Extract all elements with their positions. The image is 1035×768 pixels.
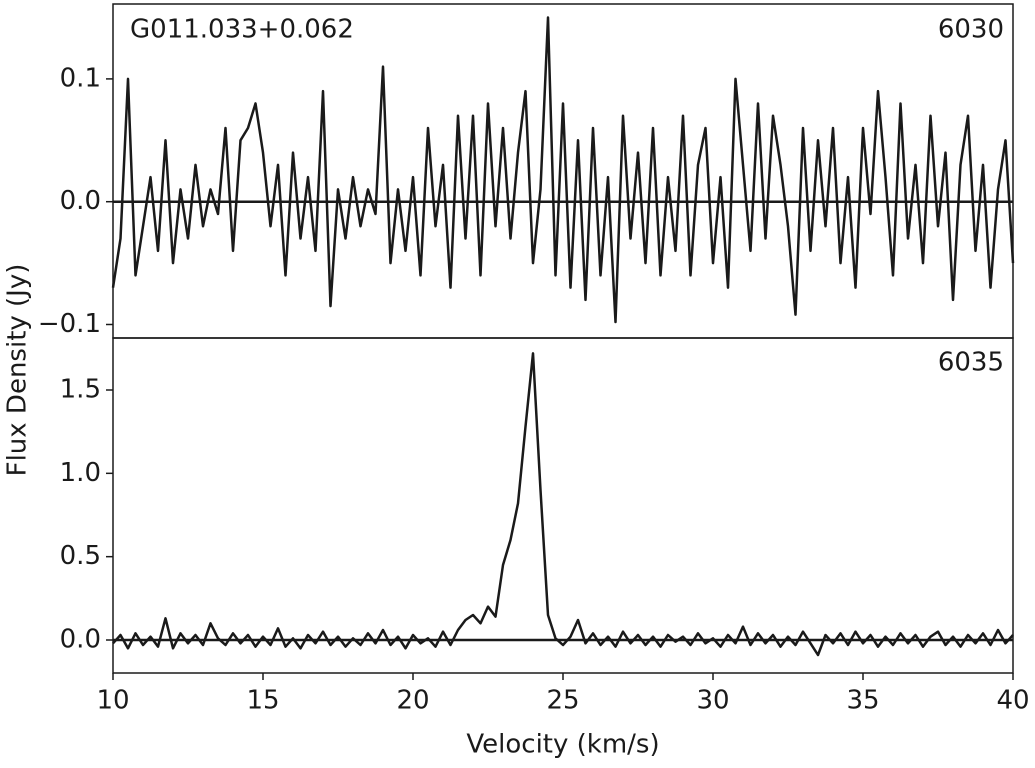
y-tick-label: −0.1 <box>38 309 101 339</box>
source-label: G011.033+0.062 <box>130 15 354 45</box>
panel-frame <box>112 337 1014 674</box>
y-tick-label: 1.0 <box>60 458 101 488</box>
x-tick-label: 10 <box>96 686 129 716</box>
x-tick-label: 35 <box>846 686 879 716</box>
spectrum-line <box>112 352 1014 657</box>
x-tick-label: 40 <box>996 686 1029 716</box>
y-tick-label: 0.0 <box>60 625 101 655</box>
spectrum-line <box>111 16 1015 324</box>
x-tick-label: 30 <box>696 686 729 716</box>
panel-label: 6035 <box>938 348 1004 378</box>
panel-frame <box>112 3 1014 339</box>
y-tick-label: 0.0 <box>60 186 101 216</box>
y-tick-label: 0.1 <box>60 63 101 93</box>
y-tick-label: 0.5 <box>60 541 101 571</box>
x-tick-label: 25 <box>546 686 579 716</box>
y-tick-label: 1.5 <box>60 375 101 405</box>
y-axis-label: Flux Density (Jy) <box>3 264 33 477</box>
panel-label: 6030 <box>938 15 1004 45</box>
x-tick-label: 15 <box>246 686 279 716</box>
x-tick-label: 20 <box>396 686 429 716</box>
x-axis-label: Velocity (km/s) <box>466 730 659 760</box>
